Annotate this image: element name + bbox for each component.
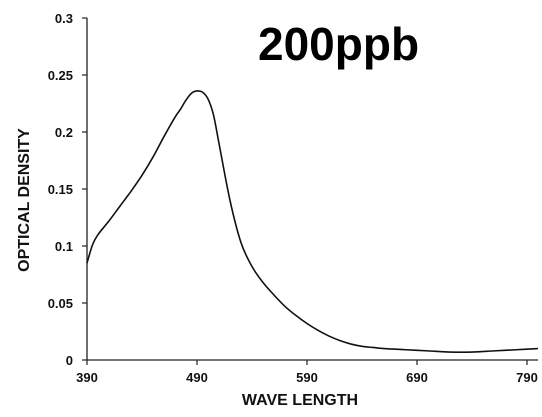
- x-tick-label: 490: [186, 370, 208, 385]
- y-tick-label: 0.25: [48, 68, 73, 83]
- y-tick-label: 0.15: [48, 182, 73, 197]
- x-tick-label: 690: [406, 370, 428, 385]
- y-axis-label: OPTICAL DENSITY: [16, 128, 33, 272]
- x-tick-label: 590: [296, 370, 318, 385]
- x-ticks: 390 490 590 690 790: [76, 360, 538, 385]
- y-tick-label: 0: [66, 353, 73, 368]
- y-tick-label: 0.2: [55, 125, 73, 140]
- x-tick-label: 790: [516, 370, 538, 385]
- y-tick-label: 0.3: [55, 11, 73, 26]
- y-tick-label: 0.05: [48, 296, 73, 311]
- series-line: [86, 90, 539, 353]
- y-ticks: 0 0.05 0.1 0.15 0.2 0.25 0.3: [48, 11, 87, 368]
- x-axis-label: WAVE LENGTH: [242, 392, 358, 409]
- x-tick-label: 390: [76, 370, 98, 385]
- chart-title: 200ppb: [258, 18, 419, 70]
- y-tick-label: 0.1: [55, 239, 73, 254]
